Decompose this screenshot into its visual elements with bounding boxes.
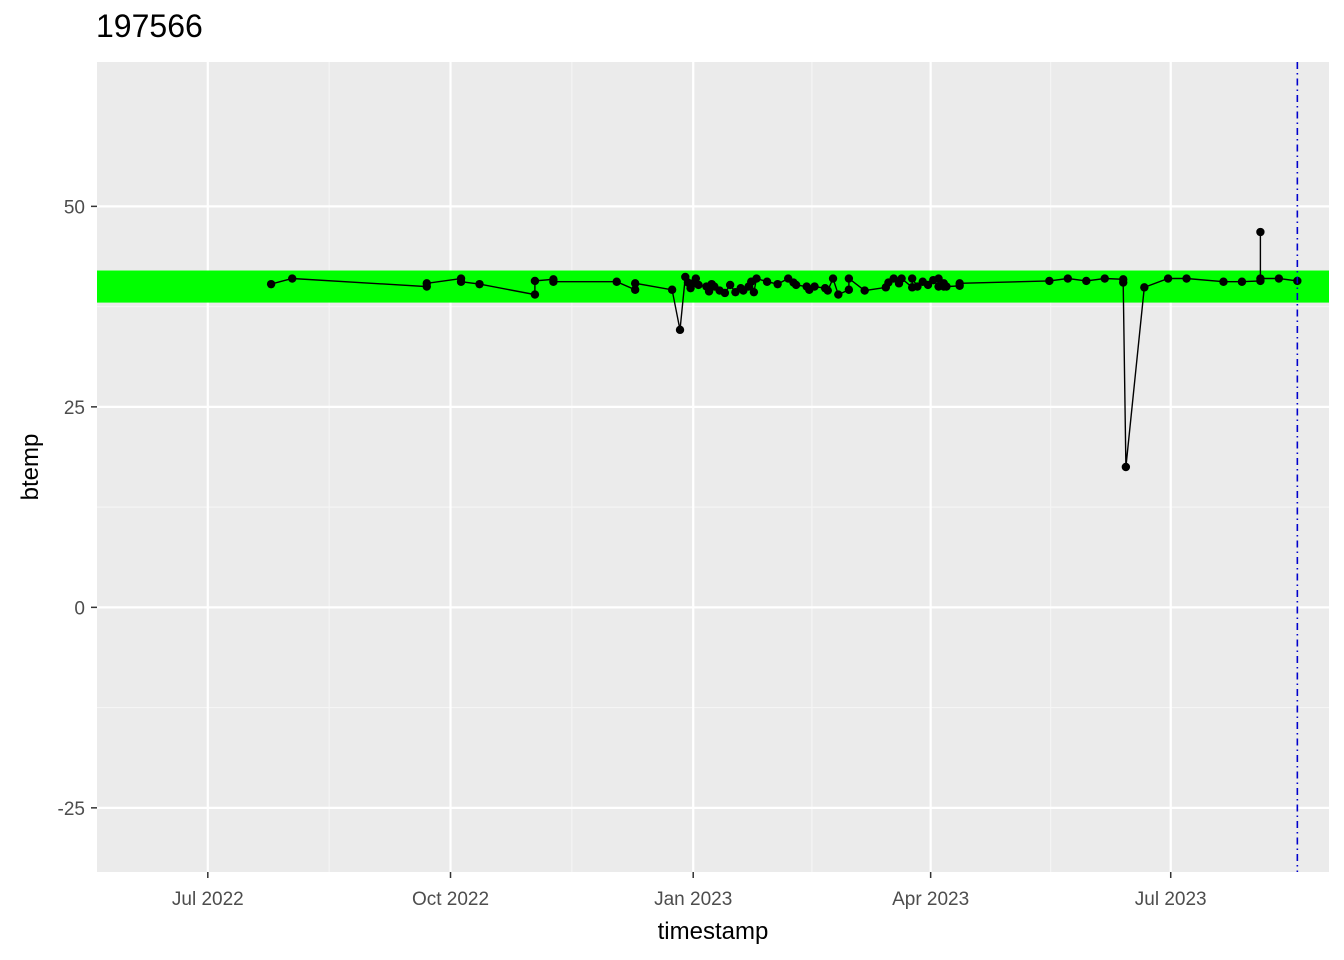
data-point (810, 282, 819, 291)
major-gridlines (97, 62, 1329, 872)
data-point (266, 279, 276, 289)
data-point (907, 274, 917, 283)
data-point (1082, 276, 1091, 286)
x-tick-label: Jul 2022 (172, 889, 244, 910)
chart-title: 197566 (96, 8, 203, 44)
plot-panel (97, 62, 1329, 872)
data-point (773, 279, 782, 289)
data-point (691, 274, 701, 283)
y-axis-ticks: 50 25 0 -25 (58, 197, 97, 820)
data-point (630, 285, 640, 294)
data-point (1163, 274, 1173, 283)
series-layer (266, 227, 1302, 472)
data-point (897, 274, 906, 283)
x-tick-label: Apr 2023 (892, 889, 969, 910)
data-point (1274, 274, 1284, 283)
data-point (860, 286, 869, 295)
data-point (422, 279, 431, 288)
data-point (942, 282, 951, 291)
data-point (1219, 277, 1228, 286)
data-point (955, 279, 964, 288)
data-point (530, 290, 540, 299)
y-tick-label: -25 (58, 799, 85, 820)
data-point (749, 287, 759, 297)
data-point (694, 280, 703, 290)
data-point (1119, 278, 1128, 287)
data-point (1121, 462, 1131, 472)
y-axis-title: btemp (17, 434, 44, 501)
data-point (1063, 274, 1073, 283)
x-tick-label: Jul 2023 (1135, 889, 1207, 910)
x-axis-title: timestamp (658, 918, 769, 945)
data-point (834, 290, 843, 299)
data-point (549, 277, 558, 286)
x-tick-label: Jan 2023 (654, 889, 732, 910)
data-point (762, 277, 772, 286)
x-axis-ticks: Jul 2022 Oct 2022 Jan 2023 Apr 2023 Jul 2023 (172, 872, 1207, 910)
data-point (1256, 274, 1265, 283)
data-point (475, 279, 484, 289)
data-point (725, 280, 735, 290)
data-point (1140, 283, 1149, 292)
data-point (1045, 276, 1054, 286)
data-point (752, 274, 761, 283)
y-tick-label: 25 (64, 398, 85, 419)
data-point (288, 274, 297, 283)
data-point (791, 280, 801, 290)
data-point (675, 325, 685, 335)
data-point (823, 286, 832, 295)
data-point (612, 277, 621, 286)
data-point (828, 274, 838, 283)
data-point (456, 277, 466, 286)
data-point (667, 285, 677, 294)
data-point (844, 274, 854, 283)
data-point (530, 276, 540, 286)
data-point (1100, 274, 1109, 283)
data-point (630, 279, 640, 288)
data-point (844, 285, 854, 294)
data-point (1182, 274, 1191, 283)
data-point (1237, 277, 1247, 286)
data-point (720, 288, 730, 298)
data-point (1256, 227, 1265, 237)
y-tick-label: 0 (74, 598, 85, 619)
y-tick-label: 50 (64, 197, 85, 218)
x-tick-label: Oct 2022 (412, 889, 489, 910)
